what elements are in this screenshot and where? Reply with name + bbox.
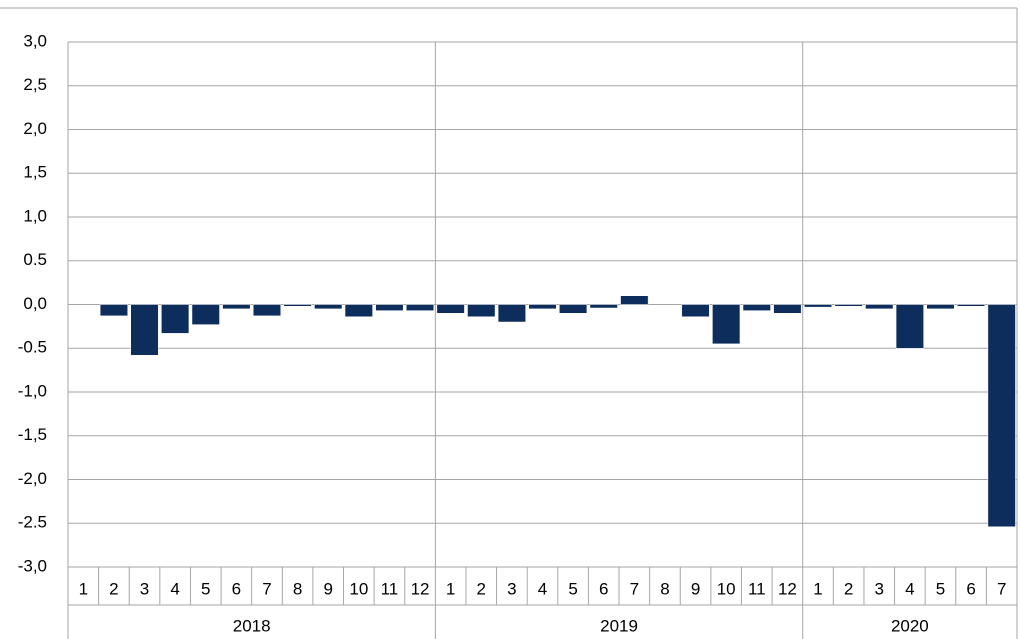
bar — [865, 304, 894, 310]
bar — [191, 304, 220, 325]
x-tick-label: 10 — [349, 579, 368, 598]
x-tick-label: 9 — [323, 579, 332, 598]
x-tick-label: 3 — [875, 579, 884, 598]
x-tick-label: 6 — [966, 579, 975, 598]
bar — [344, 304, 373, 317]
x-tick-label: 12 — [411, 579, 430, 598]
y-tick-label: -2.5 — [18, 513, 47, 532]
x-tick-label: 8 — [293, 579, 302, 598]
bar — [895, 304, 924, 349]
y-tick-label: 0.5 — [23, 250, 47, 269]
bar — [130, 304, 159, 356]
bar — [987, 304, 1016, 527]
x-tick-label: 5 — [568, 579, 577, 598]
y-tick-label: 3,0 — [23, 31, 47, 50]
bar — [161, 304, 190, 334]
y-tick-label: 2,0 — [23, 119, 47, 138]
x-tick-label: 6 — [599, 579, 608, 598]
y-tick-label: 2,5 — [23, 75, 47, 94]
bar — [528, 304, 557, 310]
bar — [252, 304, 282, 317]
bar — [436, 304, 465, 314]
bar — [620, 295, 649, 305]
x-tick-label: 11 — [381, 579, 399, 598]
bar — [926, 304, 955, 310]
bar — [834, 304, 863, 307]
x-tick-label: 4 — [538, 579, 547, 598]
y-tick-label: -2,0 — [18, 469, 47, 488]
x-tick-label: 2 — [844, 579, 853, 598]
y-tick-label: -1,5 — [18, 425, 47, 444]
x-tick-label: 7 — [997, 579, 1006, 598]
x-tick-label: 9 — [691, 579, 700, 598]
x-tick-label: 1 — [79, 579, 88, 598]
bar — [99, 304, 128, 317]
x-tick-label: 5 — [201, 579, 210, 598]
bar — [467, 304, 496, 317]
bar — [283, 304, 312, 307]
bar — [957, 304, 986, 307]
x-tick-label: 11 — [748, 579, 766, 598]
y-tick-label: 1,0 — [23, 206, 47, 225]
group-label: 2018 — [233, 616, 271, 635]
group-label: 2019 — [600, 616, 638, 635]
bar — [222, 304, 251, 310]
group-label: 2020 — [891, 616, 929, 635]
x-tick-label: 1 — [813, 579, 822, 598]
bar — [406, 304, 435, 311]
bar — [375, 304, 404, 311]
x-tick-label: 7 — [262, 579, 271, 598]
y-tick-label: 0,0 — [23, 294, 47, 313]
y-tick-label: 1,5 — [23, 163, 47, 182]
bar — [559, 304, 588, 314]
x-tick-label: 2 — [109, 579, 118, 598]
x-tick-label: 8 — [660, 579, 669, 598]
y-tick-label: -1,0 — [18, 381, 47, 400]
y-tick-label: -3,0 — [18, 556, 47, 575]
x-tick-label: 5 — [936, 579, 945, 598]
bar — [681, 304, 710, 317]
x-tick-label: 12 — [778, 579, 797, 598]
x-tick-label: 3 — [140, 579, 149, 598]
x-tick-label: 7 — [630, 579, 639, 598]
bar — [314, 304, 343, 310]
x-tick-label: 10 — [717, 579, 736, 598]
bar — [497, 304, 526, 323]
x-tick-label: 1 — [446, 579, 455, 598]
x-tick-label: 3 — [507, 579, 516, 598]
bar — [773, 304, 802, 314]
bar — [803, 304, 833, 308]
y-tick-label: -0.5 — [18, 338, 47, 357]
bar — [589, 304, 618, 309]
bar — [742, 304, 771, 311]
bar — [712, 304, 741, 345]
x-tick-label: 6 — [232, 579, 241, 598]
x-tick-label: 2 — [477, 579, 486, 598]
x-tick-label: 4 — [905, 579, 914, 598]
x-tick-label: 4 — [170, 579, 179, 598]
